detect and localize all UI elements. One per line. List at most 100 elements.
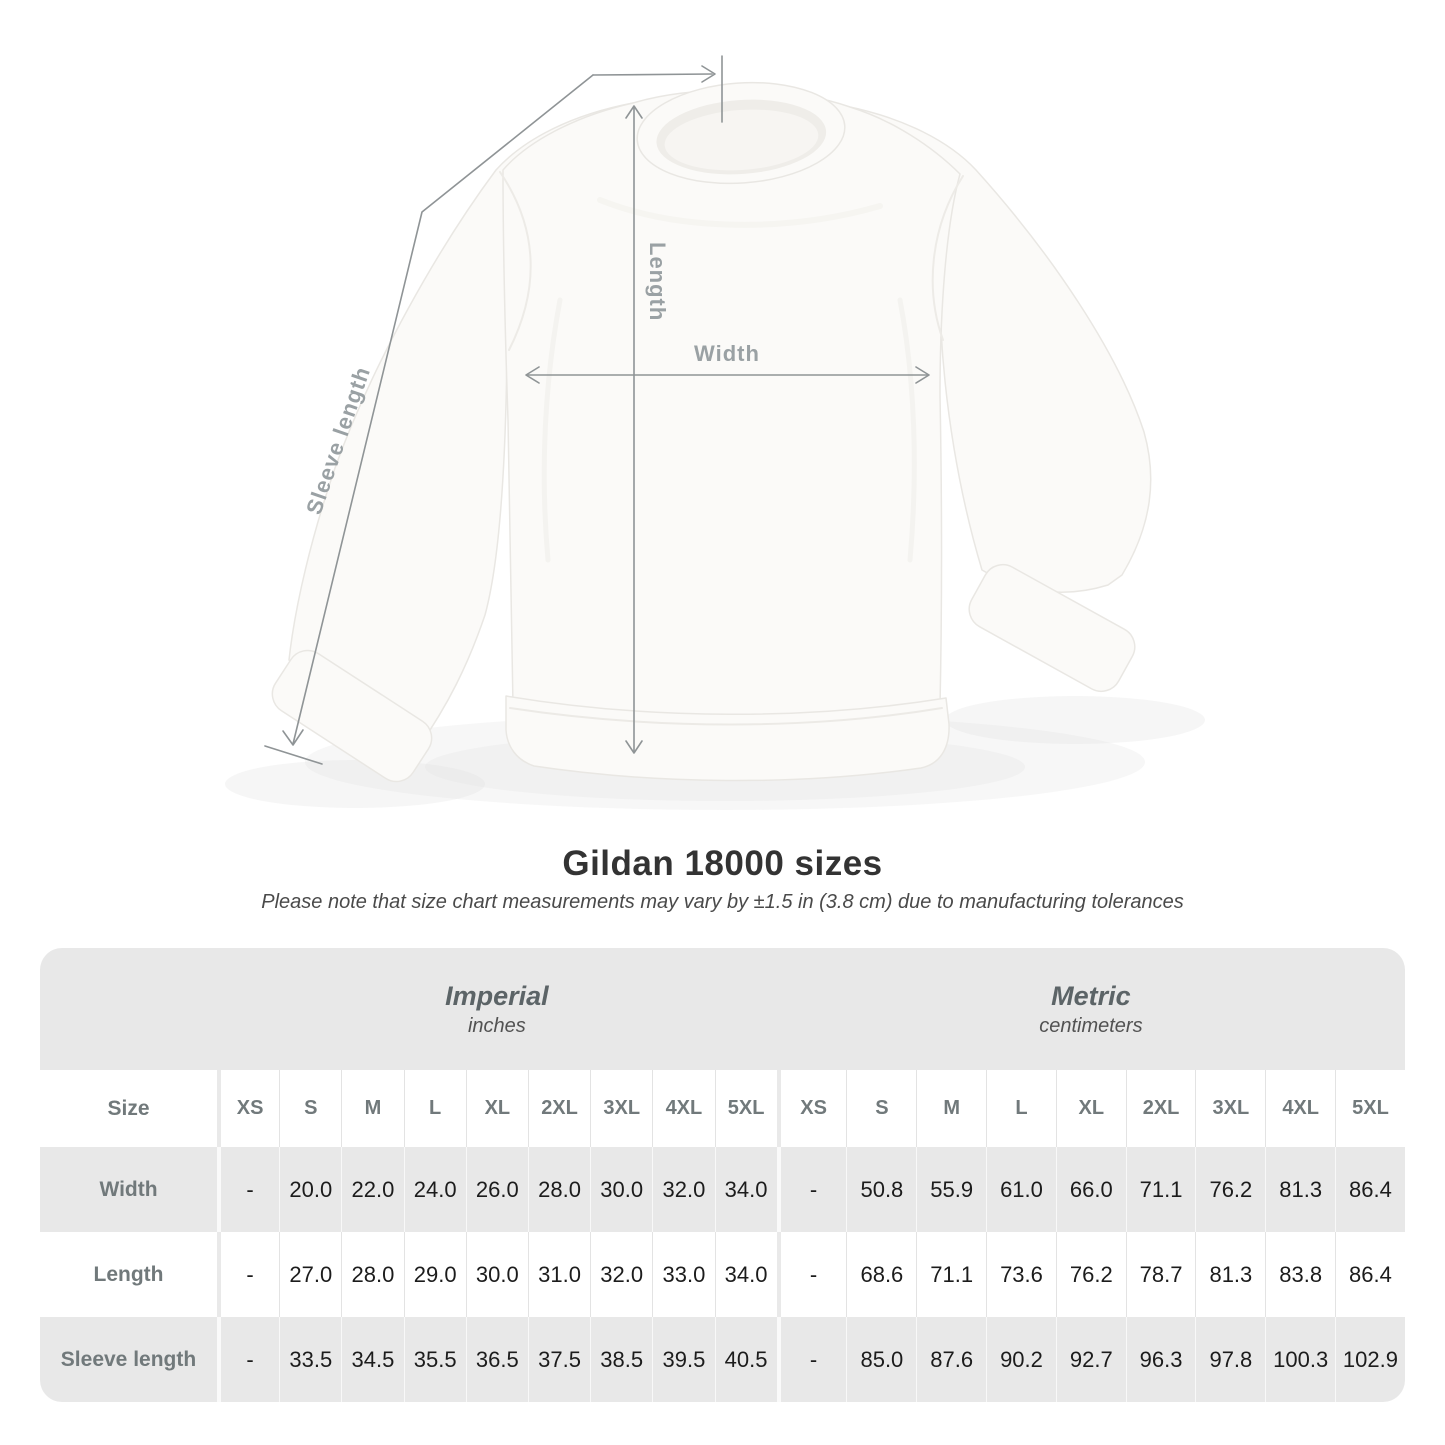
metric-title: Metric: [1051, 980, 1131, 1011]
value-cell: -: [217, 1232, 279, 1317]
sweatshirt-collar: [636, 81, 846, 185]
sleeve-length-line: [264, 74, 594, 765]
size-header-cell: 4XL: [652, 1070, 714, 1147]
value-cell: 26.0: [465, 1147, 528, 1232]
value-cell: 92.7: [1055, 1317, 1126, 1402]
value-cell: 37.5: [527, 1317, 590, 1402]
size-header-cell: 4XL: [1265, 1070, 1335, 1147]
value-cell: -: [217, 1317, 279, 1402]
value-cell: 86.4: [1335, 1147, 1405, 1232]
value-cell: -: [217, 1147, 279, 1232]
value-cell: 33.5: [279, 1317, 341, 1402]
value-cell: 24.0: [403, 1147, 466, 1232]
neck-reference-line: [592, 55, 723, 123]
imperial-units: inches: [467, 1014, 526, 1037]
size-header-cell: 3XL: [590, 1070, 652, 1147]
size-header-cell: S: [846, 1070, 916, 1147]
size-header-cell: XL: [1055, 1070, 1126, 1147]
size-header-cell: 2XL: [1125, 1070, 1196, 1147]
imperial-header: Imperial inches: [217, 948, 777, 1070]
value-cell: 85.0: [846, 1317, 916, 1402]
value-cell: 34.0: [714, 1232, 777, 1317]
garment-seams: [499, 171, 964, 726]
value-cell: 97.8: [1195, 1317, 1265, 1402]
value-cell: 29.0: [403, 1232, 466, 1317]
size-column-header: Size: [107, 1096, 150, 1120]
value-cell: 71.1: [1125, 1147, 1196, 1232]
value-cell: 81.3: [1195, 1232, 1265, 1317]
metric-units: centimeters: [1039, 1014, 1143, 1037]
row-label: Length: [93, 1262, 164, 1286]
value-cell: 31.0: [527, 1232, 590, 1317]
table-row-width: Width - 20.0 22.0 24.0 26.0 28.0 30.0 32…: [40, 1147, 1405, 1232]
value-cell: 36.5: [465, 1317, 528, 1402]
size-header-cell: XL: [465, 1070, 528, 1147]
size-header-cell: 5XL: [714, 1070, 777, 1147]
value-cell: 81.3: [1265, 1147, 1335, 1232]
value-cell: 86.4: [1335, 1232, 1405, 1317]
imperial-title: Imperial: [445, 980, 549, 1011]
value-cell: -: [776, 1232, 847, 1317]
unit-header-spacer: [40, 948, 217, 1070]
size-header-cell: L: [986, 1070, 1056, 1147]
value-cell: 83.8: [1265, 1232, 1335, 1317]
size-header-cell: M: [916, 1070, 986, 1147]
tolerance-note: Please note that size chart measurements…: [261, 891, 1184, 913]
value-cell: 32.0: [590, 1232, 652, 1317]
size-header-cell: L: [403, 1070, 466, 1147]
row-label: Width: [99, 1177, 158, 1201]
size-header-cell: 3XL: [1195, 1070, 1265, 1147]
sweatshirt-diagram: Length Width Sleeve length: [264, 55, 1152, 783]
size-header-cell: XS: [776, 1070, 847, 1147]
value-cell: 78.7: [1125, 1232, 1196, 1317]
size-header-cell: S: [279, 1070, 341, 1147]
hem-band: [505, 695, 950, 782]
table-row-length: Length - 27.0 28.0 29.0 30.0 31.0 32.0 3…: [40, 1232, 1405, 1317]
unit-header-row: Imperial inches Metric centimeters: [40, 948, 1405, 1070]
value-cell: 73.6: [986, 1232, 1056, 1317]
size-header-cell: 5XL: [1335, 1070, 1405, 1147]
table-row-sleeve-length: Sleeve length - 33.5 34.5 35.5 36.5 37.5…: [40, 1317, 1405, 1402]
value-cell: 96.3: [1125, 1317, 1196, 1402]
value-cell: 39.5: [652, 1317, 714, 1402]
value-cell: 90.2: [986, 1317, 1056, 1402]
value-cell: 100.3: [1265, 1317, 1335, 1402]
value-cell: 35.5: [403, 1317, 466, 1402]
value-cell: 102.9: [1335, 1317, 1405, 1402]
value-cell: 20.0: [279, 1147, 341, 1232]
size-header-row: Size XS S M L XL 2XL 3XL 4XL 5XL XS S M …: [40, 1070, 1405, 1147]
value-cell: 28.0: [527, 1147, 590, 1232]
value-cell: 30.0: [590, 1147, 652, 1232]
width-arrow: [525, 366, 930, 384]
value-cell: 38.5: [590, 1317, 652, 1402]
size-header-cell: M: [341, 1070, 403, 1147]
value-cell: 61.0: [986, 1147, 1056, 1232]
size-header-cell: 2XL: [527, 1070, 590, 1147]
value-cell: 22.0: [341, 1147, 403, 1232]
value-cell: 76.2: [1195, 1147, 1265, 1232]
right-cuff: [968, 563, 1136, 693]
page-title: Gildan 18000 sizes: [562, 844, 883, 883]
width-measure-label: Width: [694, 341, 760, 366]
value-cell: 87.6: [916, 1317, 986, 1402]
value-cell: -: [776, 1317, 847, 1402]
value-cell: 76.2: [1055, 1232, 1126, 1317]
value-cell: -: [776, 1147, 847, 1232]
value-cell: 66.0: [1055, 1147, 1126, 1232]
value-cell: 55.9: [916, 1147, 986, 1232]
length-measure-label: Length: [645, 242, 670, 321]
value-cell: 30.0: [465, 1232, 528, 1317]
value-cell: 71.1: [916, 1232, 986, 1317]
size-header-cell: XS: [217, 1070, 279, 1147]
row-label: Sleeve length: [60, 1347, 197, 1371]
metric-header: Metric centimeters: [777, 948, 1405, 1070]
value-cell: 34.5: [341, 1317, 403, 1402]
value-cell: 34.0: [714, 1147, 777, 1232]
value-cell: 50.8: [846, 1147, 916, 1232]
length-arrow: [625, 105, 643, 754]
size-chart-table: Imperial inches Metric centimeters Size …: [40, 948, 1405, 1402]
value-cell: 33.0: [652, 1232, 714, 1317]
value-cell: 28.0: [341, 1232, 403, 1317]
left-cuff: [271, 649, 433, 783]
